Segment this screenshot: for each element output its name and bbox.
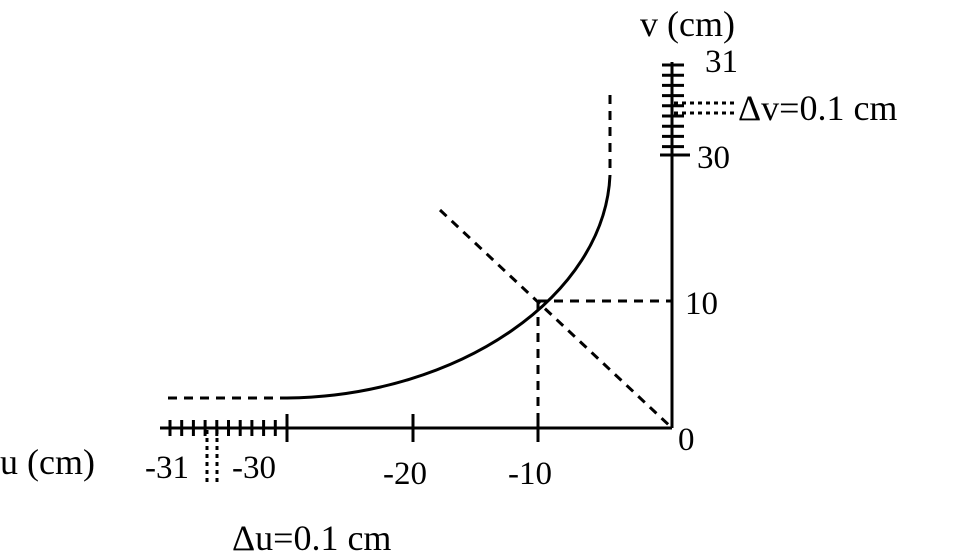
delta-v-annotation: Δv=0.1 cm bbox=[738, 88, 898, 128]
u-v-curve bbox=[286, 174, 612, 400]
u-minor-ticks bbox=[168, 420, 277, 436]
u-tick-minus-31: -31 bbox=[145, 450, 189, 486]
u-axis-label: u (cm) bbox=[0, 442, 95, 482]
diagonal-v-equals-minus-u bbox=[438, 208, 674, 430]
u-tick-minus-10: -10 bbox=[508, 456, 552, 492]
u-tick-minus-20: -20 bbox=[383, 456, 427, 492]
v-tick-10: 10 bbox=[685, 286, 718, 322]
v-tick-31: 31 bbox=[705, 44, 738, 80]
delta-u-annotation: Δu=0.1 cm bbox=[232, 518, 392, 558]
u-tick-minus-30: -30 bbox=[232, 450, 276, 486]
origin-label: 0 bbox=[678, 422, 695, 458]
v-tick-30: 30 bbox=[697, 140, 730, 176]
v-axis-label: v (cm) bbox=[640, 4, 735, 44]
v-minor-ticks bbox=[662, 63, 684, 149]
